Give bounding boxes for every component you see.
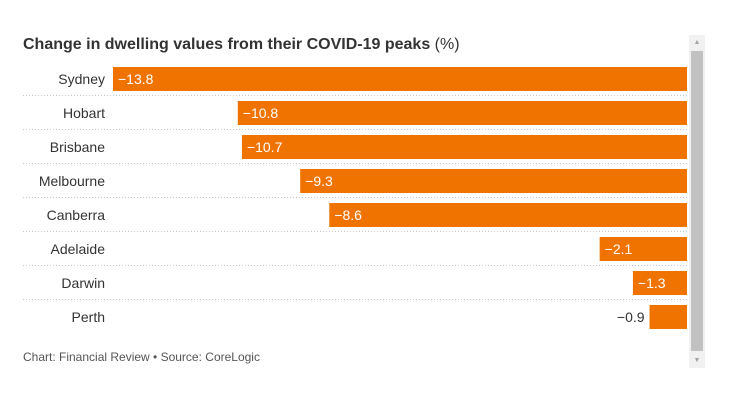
bar-perth[interactable]: [649, 305, 687, 329]
chart-title: Change in dwelling values from their COV…: [23, 36, 460, 54]
scroll-up-arrow-icon[interactable]: ▲: [693, 39, 701, 46]
value-label: −10.8: [243, 105, 279, 121]
bar-melbourne[interactable]: [300, 169, 687, 193]
scrollbar-thumb[interactable]: [691, 51, 703, 351]
bar-darwin[interactable]: [632, 271, 687, 295]
value-label: −2.1: [605, 241, 633, 257]
category-label: Darwin: [61, 275, 105, 291]
scroll-down-arrow-icon[interactable]: ▼: [693, 357, 701, 364]
chart-source: Chart: Financial Review • Source: CoreLo…: [23, 350, 260, 364]
value-label: −10.7: [247, 139, 283, 155]
category-label: Melbourne: [39, 173, 105, 189]
value-label: −9.3: [305, 173, 333, 189]
bar-canberra[interactable]: [329, 203, 687, 227]
value-label: −8.6: [334, 207, 362, 223]
value-label: −1.3: [638, 275, 666, 291]
category-label: Sydney: [58, 71, 105, 87]
category-label: Adelaide: [51, 241, 106, 257]
bar-sydney[interactable]: [113, 67, 687, 91]
vertical-scrollbar[interactable]: ▲ ▼: [689, 35, 705, 368]
chart-title-unit: (%): [434, 36, 460, 53]
value-label: −13.8: [118, 71, 154, 87]
bar-brisbane[interactable]: [241, 135, 688, 159]
category-label: Hobart: [63, 105, 105, 121]
category-label: Brisbane: [50, 139, 105, 155]
category-label: Canberra: [47, 207, 106, 223]
chart-title-text: Change in dwelling values from their COV…: [23, 36, 431, 53]
bar-hobart[interactable]: [237, 101, 688, 125]
category-label: Perth: [72, 309, 105, 325]
value-label: −0.9: [617, 309, 645, 325]
bar-adelaide[interactable]: [599, 237, 687, 261]
